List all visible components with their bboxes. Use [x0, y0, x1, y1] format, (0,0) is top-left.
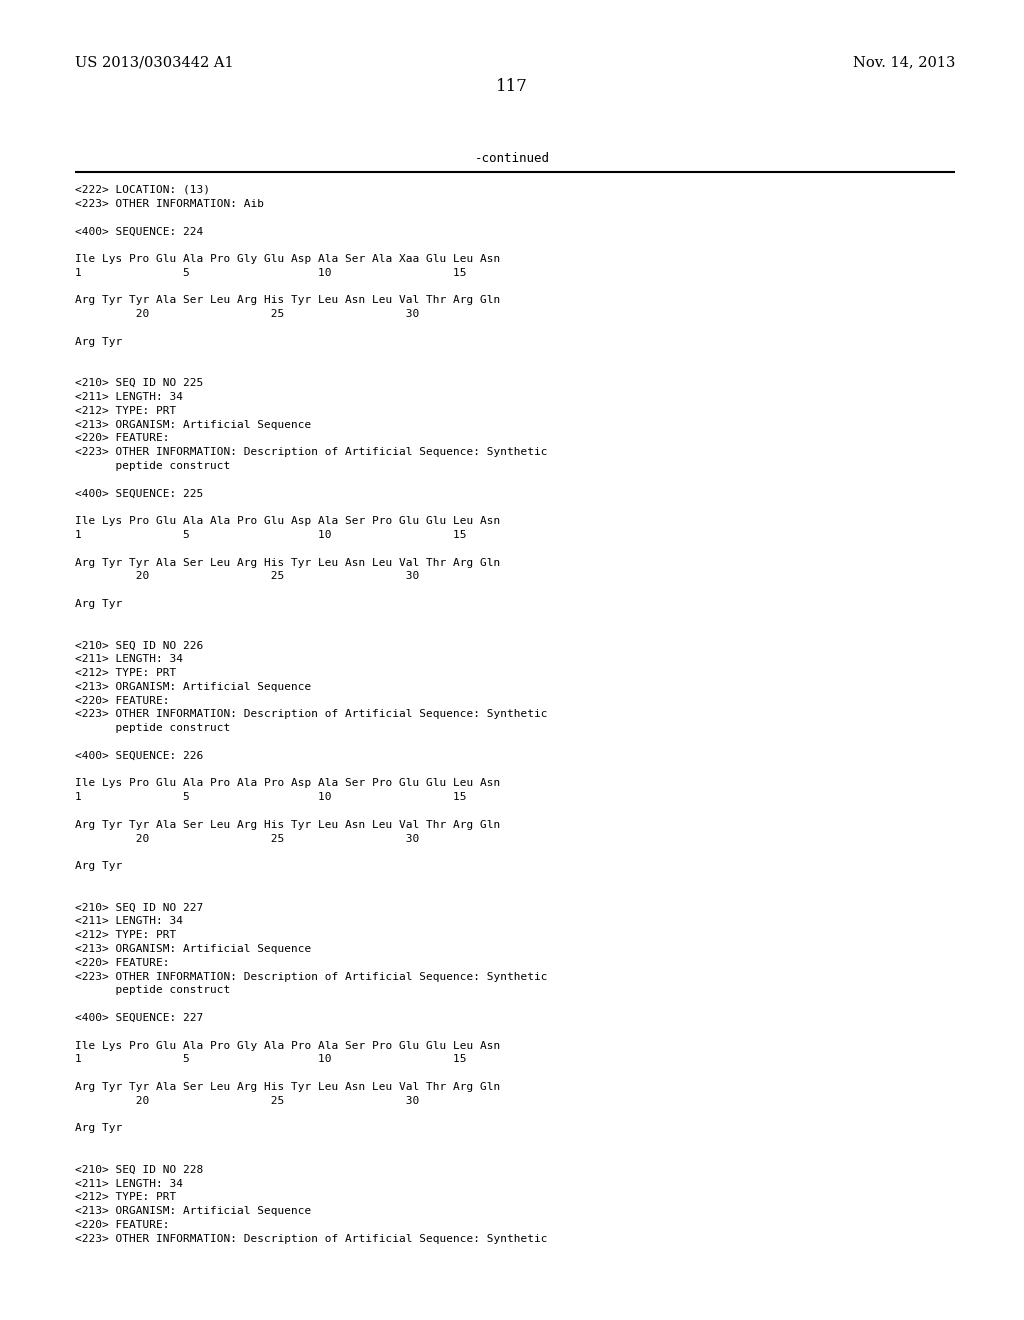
Text: <210> SEQ ID NO 225: <210> SEQ ID NO 225 — [75, 379, 203, 388]
Text: 20                  25                  30: 20 25 30 — [75, 309, 419, 319]
Text: peptide construct: peptide construct — [75, 461, 230, 471]
Text: peptide construct: peptide construct — [75, 986, 230, 995]
Text: 1               5                   10                  15: 1 5 10 15 — [75, 531, 467, 540]
Text: 20                  25                  30: 20 25 30 — [75, 1096, 419, 1106]
Text: <212> TYPE: PRT: <212> TYPE: PRT — [75, 1192, 176, 1203]
Text: <213> ORGANISM: Artificial Sequence: <213> ORGANISM: Artificial Sequence — [75, 682, 311, 692]
Text: 20                  25                  30: 20 25 30 — [75, 572, 419, 581]
Text: Ile Lys Pro Glu Ala Pro Gly Ala Pro Ala Ser Pro Glu Glu Leu Asn: Ile Lys Pro Glu Ala Pro Gly Ala Pro Ala … — [75, 1040, 501, 1051]
Text: <220> FEATURE:: <220> FEATURE: — [75, 1220, 170, 1230]
Text: <210> SEQ ID NO 227: <210> SEQ ID NO 227 — [75, 903, 203, 912]
Text: peptide construct: peptide construct — [75, 723, 230, 733]
Text: <400> SEQUENCE: 224: <400> SEQUENCE: 224 — [75, 227, 203, 236]
Text: Arg Tyr: Arg Tyr — [75, 599, 122, 609]
Text: <211> LENGTH: 34: <211> LENGTH: 34 — [75, 392, 183, 403]
Text: <213> ORGANISM: Artificial Sequence: <213> ORGANISM: Artificial Sequence — [75, 1206, 311, 1216]
Text: <223> OTHER INFORMATION: Description of Artificial Sequence: Synthetic: <223> OTHER INFORMATION: Description of … — [75, 709, 548, 719]
Text: 117: 117 — [496, 78, 528, 95]
Text: 20                  25                  30: 20 25 30 — [75, 834, 419, 843]
Text: <210> SEQ ID NO 226: <210> SEQ ID NO 226 — [75, 640, 203, 651]
Text: <210> SEQ ID NO 228: <210> SEQ ID NO 228 — [75, 1164, 203, 1175]
Text: -continued: -continued — [474, 152, 550, 165]
Text: <223> OTHER INFORMATION: Description of Artificial Sequence: Synthetic: <223> OTHER INFORMATION: Description of … — [75, 972, 548, 982]
Text: <400> SEQUENCE: 227: <400> SEQUENCE: 227 — [75, 1012, 203, 1023]
Text: <400> SEQUENCE: 226: <400> SEQUENCE: 226 — [75, 751, 203, 760]
Text: Arg Tyr: Arg Tyr — [75, 337, 122, 347]
Text: <223> OTHER INFORMATION: Description of Artificial Sequence: Synthetic: <223> OTHER INFORMATION: Description of … — [75, 447, 548, 457]
Text: 1               5                   10                  15: 1 5 10 15 — [75, 792, 467, 803]
Text: <212> TYPE: PRT: <212> TYPE: PRT — [75, 405, 176, 416]
Text: <211> LENGTH: 34: <211> LENGTH: 34 — [75, 655, 183, 664]
Text: <211> LENGTH: 34: <211> LENGTH: 34 — [75, 916, 183, 927]
Text: Arg Tyr Tyr Ala Ser Leu Arg His Tyr Leu Asn Leu Val Thr Arg Gln: Arg Tyr Tyr Ala Ser Leu Arg His Tyr Leu … — [75, 1082, 501, 1092]
Text: 1               5                   10                  15: 1 5 10 15 — [75, 1055, 467, 1064]
Text: Arg Tyr Tyr Ala Ser Leu Arg His Tyr Leu Asn Leu Val Thr Arg Gln: Arg Tyr Tyr Ala Ser Leu Arg His Tyr Leu … — [75, 820, 501, 830]
Text: <223> OTHER INFORMATION: Aib: <223> OTHER INFORMATION: Aib — [75, 199, 264, 209]
Text: <223> OTHER INFORMATION: Description of Artificial Sequence: Synthetic: <223> OTHER INFORMATION: Description of … — [75, 1234, 548, 1243]
Text: Arg Tyr Tyr Ala Ser Leu Arg His Tyr Leu Asn Leu Val Thr Arg Gln: Arg Tyr Tyr Ala Ser Leu Arg His Tyr Leu … — [75, 296, 501, 305]
Text: <212> TYPE: PRT: <212> TYPE: PRT — [75, 931, 176, 940]
Text: <213> ORGANISM: Artificial Sequence: <213> ORGANISM: Artificial Sequence — [75, 944, 311, 954]
Text: <213> ORGANISM: Artificial Sequence: <213> ORGANISM: Artificial Sequence — [75, 420, 311, 429]
Text: <211> LENGTH: 34: <211> LENGTH: 34 — [75, 1179, 183, 1188]
Text: <400> SEQUENCE: 225: <400> SEQUENCE: 225 — [75, 488, 203, 499]
Text: <222> LOCATION: (13): <222> LOCATION: (13) — [75, 185, 210, 195]
Text: Ile Lys Pro Glu Ala Ala Pro Glu Asp Ala Ser Pro Glu Glu Leu Asn: Ile Lys Pro Glu Ala Ala Pro Glu Asp Ala … — [75, 516, 501, 527]
Text: <220> FEATURE:: <220> FEATURE: — [75, 696, 170, 706]
Text: US 2013/0303442 A1: US 2013/0303442 A1 — [75, 55, 233, 69]
Text: Arg Tyr: Arg Tyr — [75, 1123, 122, 1134]
Text: <212> TYPE: PRT: <212> TYPE: PRT — [75, 668, 176, 678]
Text: <220> FEATURE:: <220> FEATURE: — [75, 433, 170, 444]
Text: Arg Tyr Tyr Ala Ser Leu Arg His Tyr Leu Asn Leu Val Thr Arg Gln: Arg Tyr Tyr Ala Ser Leu Arg His Tyr Leu … — [75, 557, 501, 568]
Text: Arg Tyr: Arg Tyr — [75, 861, 122, 871]
Text: 1               5                   10                  15: 1 5 10 15 — [75, 268, 467, 277]
Text: <220> FEATURE:: <220> FEATURE: — [75, 958, 170, 968]
Text: Nov. 14, 2013: Nov. 14, 2013 — [853, 55, 955, 69]
Text: Ile Lys Pro Glu Ala Pro Gly Glu Asp Ala Ser Ala Xaa Glu Leu Asn: Ile Lys Pro Glu Ala Pro Gly Glu Asp Ala … — [75, 253, 501, 264]
Text: Ile Lys Pro Glu Ala Pro Ala Pro Asp Ala Ser Pro Glu Glu Leu Asn: Ile Lys Pro Glu Ala Pro Ala Pro Asp Ala … — [75, 779, 501, 788]
